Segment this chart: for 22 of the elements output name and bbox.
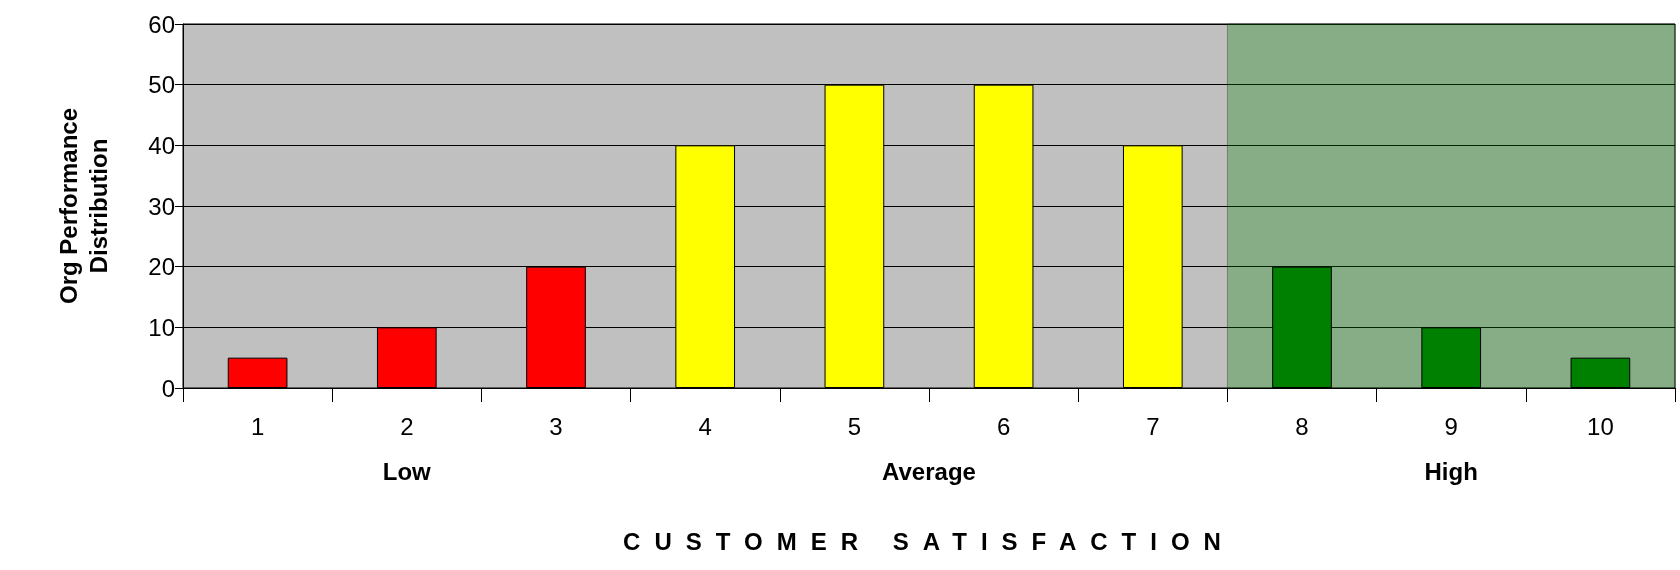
text: Average <box>882 458 976 486</box>
y-axis-title: Org Performance Distribution <box>54 107 112 305</box>
y-tick-label: 30 <box>148 192 175 220</box>
x-tick-label: 1 <box>250 412 265 440</box>
x-axis-title: CUSTOMER SATISFACTION <box>623 528 1235 556</box>
x-tick-label: 3 <box>549 412 563 440</box>
x-tick-label: 9 <box>1444 412 1458 440</box>
text: High <box>1424 458 1478 486</box>
y-tick-label: 10 <box>148 313 175 341</box>
x-tick-label: 4 <box>698 412 712 440</box>
y-tick-label: 20 <box>148 253 175 281</box>
text: Low <box>382 458 431 486</box>
y-tick-label: 0 <box>161 374 175 402</box>
x-tick-label: 6 <box>996 412 1011 440</box>
x-tick-label: 10 <box>1587 412 1614 440</box>
y-tick-label: 40 <box>148 131 175 159</box>
x-tick-label: 5 <box>847 412 862 440</box>
y-tick-label: 60 <box>148 10 175 38</box>
y-tick-label: 50 <box>148 71 175 99</box>
x-tick-label: 2 <box>400 412 414 440</box>
x-tick-label: 7 <box>1146 412 1160 440</box>
x-tick-label: 8 <box>1295 412 1309 440</box>
